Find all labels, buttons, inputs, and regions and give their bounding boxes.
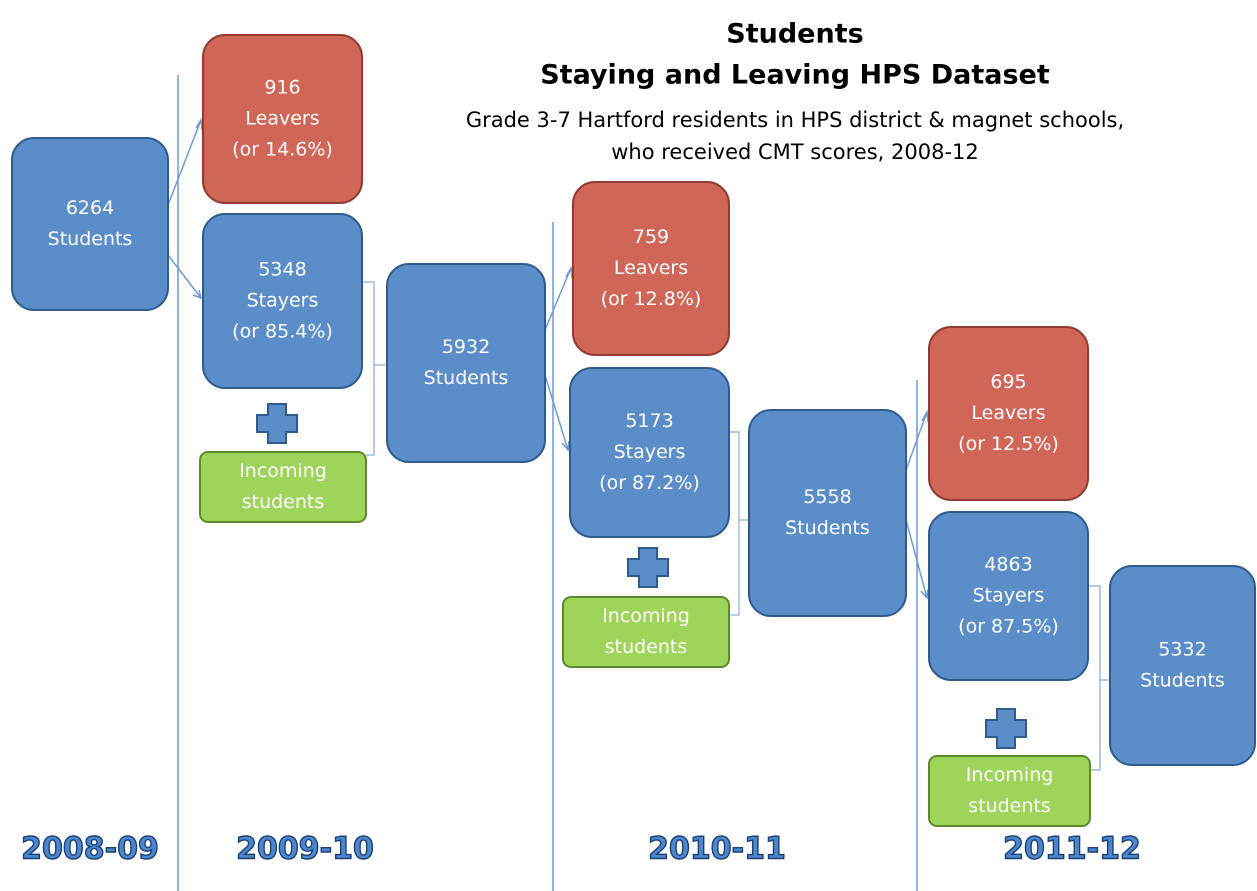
node-text: Leavers [245, 108, 319, 130]
year: 2009-10 [236, 832, 374, 867]
node-text: Incoming [239, 460, 327, 482]
subtitle: Grade 3-7 Hartford residents in HPS dist… [466, 108, 1124, 132]
node-text: Stayers [247, 290, 319, 312]
node-text: 916 [264, 77, 300, 99]
bracket [362, 281, 387, 456]
node-text: Students [785, 517, 870, 539]
node-box [748, 409, 907, 617]
year: 2010-11 [648, 832, 786, 867]
title: Staying and Leaving HPS Dataset [540, 60, 1050, 91]
arrow [905, 409, 929, 471]
node-text: students [968, 795, 1051, 817]
node-text: Stayers [973, 585, 1045, 607]
node-box [1109, 565, 1256, 766]
node-box [572, 181, 730, 356]
subtitle: who received CMT scores, 2008-12 [611, 140, 979, 164]
node-text: 5558 [803, 486, 851, 508]
node-text: Stayers [614, 441, 686, 463]
title: Students [726, 19, 863, 50]
node-text: students [242, 491, 325, 513]
node-text: Students [424, 367, 509, 389]
node-box [199, 451, 367, 523]
node-box [386, 263, 546, 463]
node-text: (or 85.4%) [232, 321, 333, 343]
plus [256, 403, 298, 444]
node-box [11, 137, 169, 311]
node-text: Incoming [966, 764, 1054, 786]
node-text: Incoming [602, 605, 690, 627]
node-box [562, 596, 730, 668]
node-text: 5348 [258, 259, 306, 281]
node-box [928, 326, 1089, 501]
node-box [202, 213, 363, 389]
node-text: 759 [633, 226, 669, 248]
node-text: 5932 [442, 336, 490, 358]
node-box [202, 34, 363, 204]
node-text: students [605, 636, 688, 658]
node-text: Students [48, 228, 133, 250]
node-text: (or 12.8%) [601, 288, 702, 310]
arrow [905, 519, 929, 600]
bracket [729, 431, 749, 616]
node-text: Leavers [614, 257, 688, 279]
node-box [569, 367, 730, 538]
node-text: Leavers [971, 402, 1045, 424]
plus [985, 708, 1027, 749]
arrow [544, 374, 570, 452]
plus [627, 547, 669, 588]
node-box [928, 755, 1091, 827]
node-text: (or 14.6%) [232, 139, 333, 161]
arrow [544, 265, 573, 331]
arrow [167, 117, 203, 206]
node-box [928, 511, 1089, 681]
node-text: 5332 [1158, 639, 1206, 661]
node-text: 695 [990, 371, 1026, 393]
node-text: (or 12.5%) [958, 433, 1059, 455]
node-text: Students [1140, 670, 1225, 692]
node-text: (or 87.2%) [599, 472, 700, 494]
connectors [167, 75, 1110, 891]
node-text: 5173 [625, 410, 673, 432]
node-text: (or 87.5%) [958, 616, 1059, 638]
year: 2011-12 [1003, 832, 1141, 867]
year: 2008-09 [21, 832, 159, 867]
node-text: 4863 [984, 554, 1032, 576]
arrow [167, 254, 203, 300]
bracket [1088, 585, 1110, 771]
node-text: 6264 [66, 197, 114, 219]
plus-signs [256, 403, 1027, 749]
